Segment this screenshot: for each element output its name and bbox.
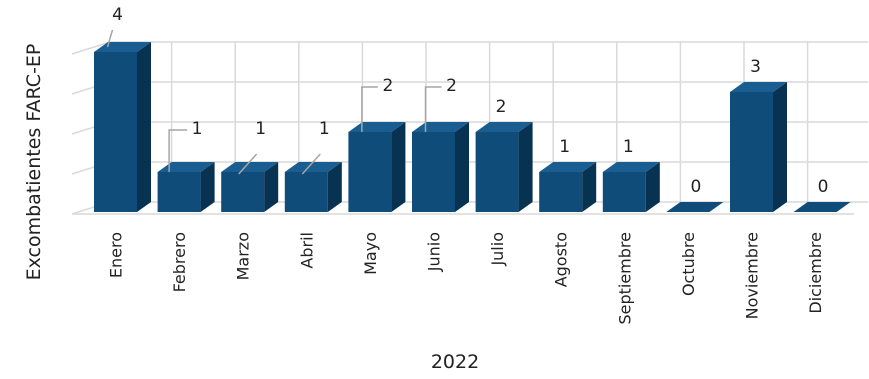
data-label: 1 bbox=[255, 119, 266, 139]
x-tick-label: Julio bbox=[488, 232, 507, 267]
leader-line bbox=[106, 29, 114, 48]
bar-front bbox=[475, 132, 519, 212]
y-axis-title: Excombatientes FARC-EP bbox=[23, 44, 45, 281]
data-label: 0 bbox=[818, 177, 829, 197]
bar-front bbox=[730, 92, 773, 212]
gridline-side bbox=[71, 41, 111, 55]
x-tick-label: Octubre bbox=[679, 232, 698, 296]
data-label: 3 bbox=[750, 57, 761, 77]
bar bbox=[666, 202, 724, 212]
data-label: 1 bbox=[192, 119, 203, 139]
x-tick-label: Febrero bbox=[170, 232, 189, 292]
bar-front bbox=[348, 132, 392, 212]
x-axis-title: 2022 bbox=[431, 351, 479, 373]
x-tick-label: Abril bbox=[297, 232, 316, 269]
bar-front bbox=[539, 172, 583, 212]
bar-top bbox=[666, 202, 724, 212]
bar-side bbox=[264, 162, 279, 212]
bar-side bbox=[455, 122, 469, 212]
bar-front bbox=[602, 172, 646, 212]
bar bbox=[475, 122, 533, 212]
bar-top bbox=[475, 122, 533, 132]
bar bbox=[348, 122, 406, 212]
bar-top bbox=[157, 162, 215, 172]
bar-front bbox=[284, 172, 328, 212]
bar-side bbox=[773, 82, 787, 212]
bar-front bbox=[94, 52, 137, 212]
bar bbox=[793, 202, 851, 212]
bar-side bbox=[200, 162, 215, 212]
x-tick-label: Marzo bbox=[234, 232, 253, 280]
x-tick-label: Diciembre bbox=[806, 232, 825, 314]
bar-top bbox=[539, 162, 597, 172]
bar-front bbox=[412, 132, 455, 212]
bar-front bbox=[157, 172, 201, 212]
bar-front bbox=[221, 172, 265, 212]
x-tick-label: Mayo bbox=[361, 232, 380, 275]
leader-line bbox=[301, 153, 321, 175]
bar bbox=[157, 162, 215, 212]
x-tick-label: Agosto bbox=[552, 232, 571, 287]
bar bbox=[539, 162, 597, 212]
data-label: 0 bbox=[690, 177, 701, 197]
bar-top bbox=[602, 162, 660, 172]
data-label: 2 bbox=[496, 97, 507, 117]
bar bbox=[602, 162, 660, 212]
leader-line bbox=[168, 129, 188, 172]
bar-top bbox=[793, 202, 851, 212]
bar bbox=[412, 122, 469, 212]
x-tick-labels: Enero Febrero Marzo Abril Mayo Junio Julio Agos… bbox=[107, 232, 826, 325]
data-label: 1 bbox=[623, 137, 634, 157]
data-labels: 4 1 1 1 2 2 2 1 1 0 3 0 bbox=[106, 5, 829, 197]
data-label: 4 bbox=[112, 5, 123, 25]
bar bbox=[284, 162, 342, 212]
x-tick-label: Junio bbox=[425, 232, 444, 272]
data-label: 1 bbox=[319, 119, 330, 139]
bar-top bbox=[221, 162, 279, 172]
leader-line bbox=[424, 86, 442, 132]
bar bbox=[221, 162, 279, 212]
leader-line bbox=[238, 153, 258, 175]
leader-line bbox=[361, 86, 378, 132]
data-label: 1 bbox=[559, 137, 570, 157]
bar-top bbox=[284, 162, 342, 172]
data-label: 2 bbox=[382, 76, 393, 96]
data-label: 2 bbox=[446, 76, 457, 96]
bar-side bbox=[137, 42, 151, 212]
bar-side bbox=[327, 162, 342, 212]
x-tick-label: Enero bbox=[107, 232, 126, 278]
bar-side bbox=[518, 122, 533, 212]
bar-side bbox=[582, 162, 597, 212]
x-tick-label: Septiembre bbox=[615, 232, 634, 325]
x-tick-label: Noviembre bbox=[743, 232, 762, 319]
bars bbox=[94, 42, 851, 212]
bar-top bbox=[730, 82, 787, 92]
bar-side bbox=[391, 122, 406, 212]
bar bbox=[730, 82, 787, 212]
bar-side bbox=[645, 162, 660, 212]
bar bbox=[94, 42, 151, 212]
